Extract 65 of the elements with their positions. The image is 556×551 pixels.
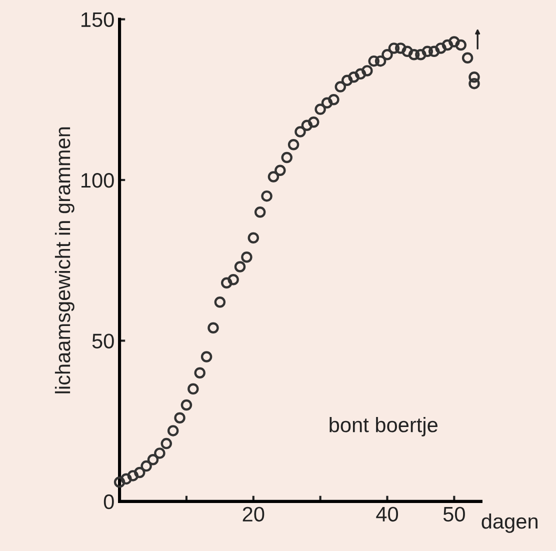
point <box>194 367 206 378</box>
point <box>388 42 400 54</box>
y-tick-label: 100 <box>82 172 114 188</box>
y-axis-title: lichaamsgewicht in grammen <box>54 127 74 394</box>
point <box>268 171 280 182</box>
point <box>294 126 306 138</box>
point <box>462 52 474 64</box>
point <box>415 49 426 60</box>
point <box>281 152 292 164</box>
point <box>468 78 480 90</box>
point <box>468 72 480 83</box>
point <box>408 49 420 60</box>
point <box>154 448 166 459</box>
point <box>348 72 360 83</box>
point <box>442 39 454 51</box>
point <box>214 296 226 308</box>
y-tick-label: 150 <box>82 12 114 28</box>
x-tick-label: 20 <box>242 506 264 522</box>
point <box>200 351 212 362</box>
point <box>328 94 340 106</box>
point <box>428 46 440 58</box>
point <box>321 97 333 108</box>
point <box>114 476 126 488</box>
point <box>455 39 466 51</box>
point <box>341 74 353 86</box>
point <box>228 274 239 286</box>
point <box>140 460 152 472</box>
point <box>147 454 159 466</box>
point <box>308 116 320 128</box>
point <box>374 55 386 67</box>
point <box>354 68 366 80</box>
x-axis-title: dagen <box>482 513 538 533</box>
point <box>395 42 406 54</box>
annotation: bont boertje <box>330 416 438 436</box>
point <box>248 232 260 244</box>
point <box>174 412 186 424</box>
point <box>160 438 172 450</box>
y-tick-label: 0 <box>104 494 114 510</box>
point <box>180 399 192 411</box>
point <box>241 252 252 263</box>
point <box>274 164 286 176</box>
x-tick-label: 40 <box>376 506 398 522</box>
point <box>220 277 232 288</box>
x-tick-label: 50 <box>443 506 465 522</box>
point <box>288 139 300 150</box>
point <box>422 46 434 58</box>
point <box>234 261 246 272</box>
point <box>448 36 460 48</box>
point <box>382 49 393 60</box>
point <box>301 120 313 131</box>
point <box>368 55 380 67</box>
point <box>362 65 373 76</box>
point <box>120 473 132 485</box>
point <box>167 425 179 436</box>
point <box>127 470 139 482</box>
point <box>334 81 346 92</box>
point <box>261 190 272 202</box>
point <box>254 206 266 218</box>
point <box>188 383 199 395</box>
point <box>314 104 326 115</box>
y-tick-label: 50 <box>92 334 114 348</box>
point <box>435 42 446 54</box>
point <box>134 466 146 478</box>
point <box>208 322 219 334</box>
point <box>402 46 413 58</box>
